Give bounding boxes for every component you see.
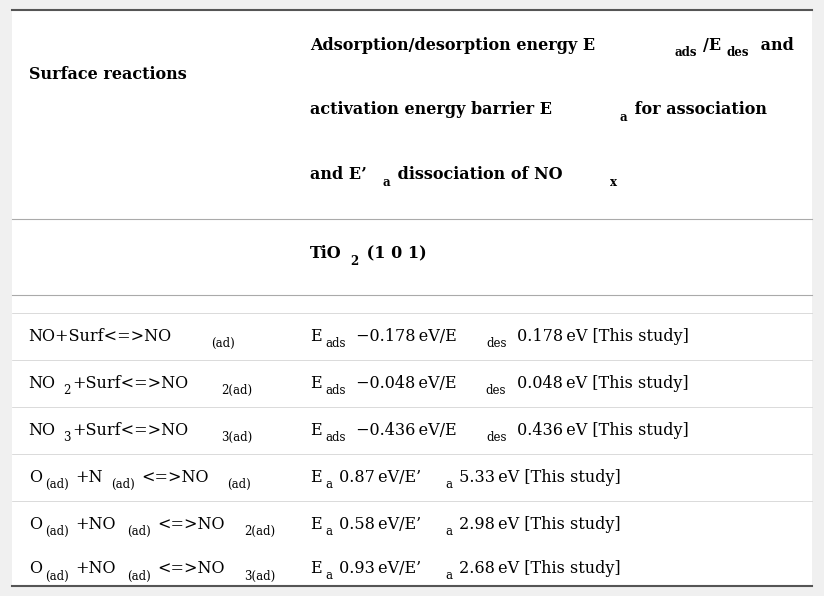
Text: (ad): (ad) [45,526,69,538]
Text: −0.178 eV/E: −0.178 eV/E [351,328,456,344]
Text: 2: 2 [350,255,358,268]
Text: 2.68 eV [This study]: 2.68 eV [This study] [454,560,620,577]
Text: E: E [310,422,321,439]
Text: /E: /E [703,37,721,54]
Text: 2(ad): 2(ad) [244,526,275,538]
Text: activation energy barrier E: activation energy barrier E [310,101,552,119]
Text: 2.98 eV [This study]: 2.98 eV [This study] [454,516,620,533]
Text: 0.048 eV [This study]: 0.048 eV [This study] [512,375,689,392]
Text: 2(ad): 2(ad) [221,384,252,398]
Text: O: O [29,468,42,486]
Text: <=>NO: <=>NO [141,468,208,486]
Text: E: E [310,375,321,392]
Text: ads: ads [325,432,345,445]
Text: NO+Surf<=>NO: NO+Surf<=>NO [29,328,171,344]
Text: ads: ads [325,337,345,350]
Text: <=>NO: <=>NO [157,516,225,533]
Text: 0.58 eV/E’: 0.58 eV/E’ [334,516,421,533]
Text: a: a [619,111,627,124]
Text: (ad): (ad) [227,479,251,491]
Text: +Surf<=>NO: +Surf<=>NO [73,375,189,392]
Text: a: a [325,479,332,491]
Text: 3(ad): 3(ad) [221,432,252,445]
Text: a: a [382,176,390,189]
Text: (ad): (ad) [110,479,134,491]
Text: a: a [325,569,332,582]
Text: 3(ad): 3(ad) [244,569,275,582]
FancyBboxPatch shape [12,10,812,586]
Text: (ad): (ad) [212,337,235,350]
Text: des: des [726,46,749,60]
Text: −0.048 eV/E: −0.048 eV/E [351,375,456,392]
Text: TiO: TiO [310,246,342,262]
Text: (1 0 1): (1 0 1) [361,246,427,262]
Text: +NO: +NO [76,516,116,533]
Text: 0.87 eV/E’: 0.87 eV/E’ [334,468,421,486]
Text: −0.436 eV/E: −0.436 eV/E [351,422,456,439]
Text: Surface reactions: Surface reactions [29,66,186,83]
Text: (ad): (ad) [127,526,151,538]
Text: and E’: and E’ [310,166,367,183]
Text: a: a [445,569,452,582]
Text: 5.33 eV [This study]: 5.33 eV [This study] [454,468,620,486]
Text: dissociation of NO: dissociation of NO [392,166,563,183]
Text: +NO: +NO [76,560,116,577]
Text: a: a [445,526,452,538]
Text: 0.436 eV [This study]: 0.436 eV [This study] [513,422,689,439]
Text: +Surf<=>NO: +Surf<=>NO [73,422,189,439]
Text: <=>NO: <=>NO [157,560,225,577]
Text: NO: NO [29,422,56,439]
Text: des: des [486,337,507,350]
Text: x: x [611,176,617,189]
Text: O: O [29,560,42,577]
Text: 2: 2 [63,384,71,398]
Text: des: des [486,384,506,398]
Text: Adsorption/desorption energy E: Adsorption/desorption energy E [310,37,595,54]
Text: a: a [445,479,452,491]
Text: des: des [486,432,507,445]
Text: (ad): (ad) [45,569,69,582]
Text: 0.93 eV/E’: 0.93 eV/E’ [334,560,421,577]
Text: 3: 3 [63,432,71,445]
Text: E: E [310,560,321,577]
Text: O: O [29,516,42,533]
Text: E: E [310,468,321,486]
Text: ads: ads [325,384,345,398]
Text: +N: +N [76,468,103,486]
Text: (ad): (ad) [127,569,151,582]
Text: NO: NO [29,375,56,392]
Text: E: E [310,328,321,344]
Text: E: E [310,516,321,533]
Text: 0.178 eV [This study]: 0.178 eV [This study] [513,328,689,344]
Text: (ad): (ad) [45,479,69,491]
Text: for association: for association [629,101,767,119]
Text: a: a [325,526,332,538]
Text: and: and [755,37,794,54]
Text: ads: ads [674,46,697,60]
